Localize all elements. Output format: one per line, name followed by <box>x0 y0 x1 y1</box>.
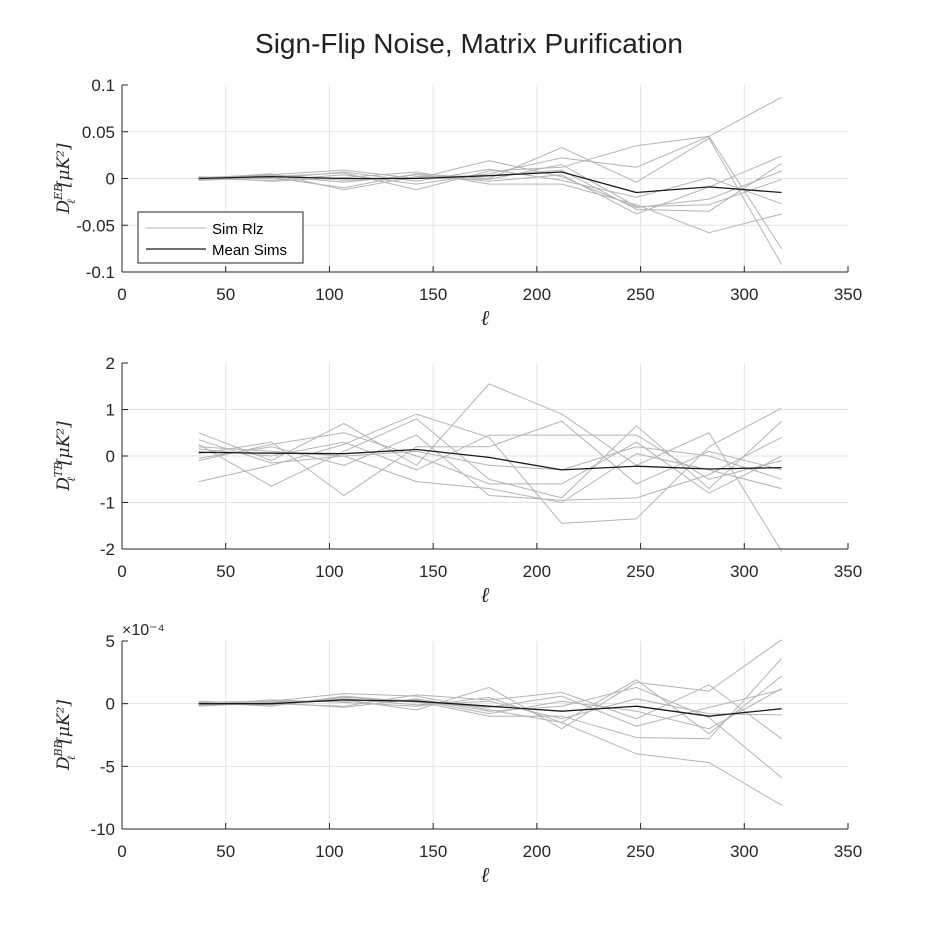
series-group <box>198 639 782 806</box>
series-line-sim-rlz-5 <box>198 432 782 494</box>
y-tick-label: 0.05 <box>82 123 115 142</box>
x-tick-label: 300 <box>730 842 758 861</box>
y-tick-label: 0 <box>106 695 115 714</box>
x-tick-label: 50 <box>216 285 235 304</box>
y-tick-label: 0 <box>106 447 115 466</box>
x-tick-label: 100 <box>315 285 343 304</box>
y-label-base: D <box>54 200 74 215</box>
y-tick-label: -2 <box>100 540 115 559</box>
series-line-sim-rlz-3 <box>198 658 782 740</box>
y-tick-label: -0.1 <box>86 263 115 282</box>
x-tick-label: 200 <box>523 842 551 861</box>
x-axis-label: ℓ <box>481 583 490 607</box>
x-tick-label: 250 <box>626 562 654 581</box>
series-group <box>198 383 783 552</box>
y-tick-label: 1 <box>106 401 115 420</box>
x-axis-label: ℓ <box>481 863 490 887</box>
series-line-sim-rlz-9 <box>198 688 782 730</box>
x-tick-label: 200 <box>523 562 551 581</box>
legend-label-mean-sims: Mean Sims <box>212 242 287 259</box>
x-tick-label: 200 <box>523 285 551 304</box>
series-line-sim-rlz-2 <box>198 407 782 524</box>
y-axis-exponent: ×10⁻⁴ <box>122 622 165 639</box>
x-tick-label: 0 <box>117 842 126 861</box>
legend: Sim Rlz Mean Sims <box>137 211 304 264</box>
series-line-mean-sims <box>198 699 782 717</box>
y-tick-label: -1 <box>100 494 115 513</box>
x-tick-label: 350 <box>834 562 862 581</box>
x-axis-label: ℓ <box>481 306 490 330</box>
x-tick-label: 150 <box>419 562 447 581</box>
y-label-units: [μK²] <box>54 421 74 465</box>
series-line-sim-rlz-5 <box>198 96 782 191</box>
grid-lines <box>122 363 848 549</box>
series-line-sim-rlz-6 <box>198 439 782 504</box>
x-tick-label: 50 <box>216 562 235 581</box>
y-axis-label: DBBℓ [μK²] <box>52 700 78 772</box>
y-label-units: [μK²] <box>54 143 74 187</box>
x-tick-label: 250 <box>626 842 654 861</box>
y-axis-label: DTBℓ [μK²] <box>52 421 78 492</box>
x-tick-label: 100 <box>315 562 343 581</box>
x-tick-label: 150 <box>419 842 447 861</box>
y-label-subscript: ℓ <box>65 755 78 760</box>
series-line-sim-rlz-7 <box>198 686 782 778</box>
y-label-superscript: EB <box>52 184 65 201</box>
y-tick-label: -0.05 <box>76 216 115 235</box>
y-label-base: D <box>54 477 74 492</box>
y-label-base: D <box>54 756 74 771</box>
figure-title: Sign-Flip Noise, Matrix Purification <box>255 28 683 59</box>
panel-eb: 0 50 100 150 200 250 300 350-0.1-0.0500.050.1ℓD… <box>52 76 862 330</box>
series-line-sim-rlz-7 <box>198 434 782 480</box>
legend-box <box>137 211 304 264</box>
y-tick-label: -5 <box>100 757 115 776</box>
series-line-sim-rlz-2 <box>198 137 783 265</box>
x-tick-label: 50 <box>216 842 235 861</box>
x-tick-label: 350 <box>834 842 862 861</box>
y-label-superscript: BB <box>52 740 65 757</box>
y-tick-label: 2 <box>106 354 115 373</box>
series-line-sim-rlz-2 <box>198 639 782 730</box>
series-line-sim-rlz-9 <box>198 446 782 480</box>
series-line-sim-rlz-1 <box>198 693 782 806</box>
x-tick-label: 0 <box>117 562 126 581</box>
x-tick-label: 300 <box>730 285 758 304</box>
series-line-sim-rlz-8 <box>198 434 782 501</box>
y-tick-label: 0.1 <box>91 76 115 95</box>
y-label-superscript: TB <box>52 462 65 477</box>
series-line-sim-rlz-1 <box>198 383 783 552</box>
series-line-sim-rlz-8 <box>198 168 782 205</box>
panel-bb: 0 50 100 150 200 250 300 350-10-505×10⁻⁴ℓDBBℓ[μ… <box>52 622 862 887</box>
legend-label-sim-rlz: Sim Rlz <box>212 221 264 238</box>
x-tick-label: 350 <box>834 285 862 304</box>
x-tick-label: 150 <box>419 285 447 304</box>
y-tick-label: -10 <box>90 820 115 839</box>
y-label-subscript: ℓ <box>65 477 78 482</box>
x-tick-label: 300 <box>730 562 758 581</box>
y-tick-label: 0 <box>106 170 115 189</box>
x-tick-label: 0 <box>117 285 126 304</box>
y-axis-label: DEBℓ [μK²] <box>52 143 78 215</box>
series-line-mean-sims <box>198 448 782 471</box>
y-label-units: [μK²] <box>54 700 74 744</box>
series-line-sim-rlz-6 <box>198 689 782 727</box>
series-line-sim-rlz-6 <box>198 171 782 234</box>
series-line-sim-rlz-3 <box>198 135 783 249</box>
y-label-subscript: ℓ <box>65 199 78 204</box>
y-tick-label: 5 <box>106 632 115 651</box>
chart-panels: 0 50 100 150 200 250 300 350-0.1-0.0500.050.1ℓD… <box>52 76 862 887</box>
x-tick-label: 100 <box>315 842 343 861</box>
series-line-sim-rlz-1 <box>198 160 782 209</box>
x-tick-label: 250 <box>626 285 654 304</box>
series-line-sim-rlz-4 <box>198 420 782 497</box>
series-line-mean-sims <box>198 171 782 194</box>
series-group <box>198 96 783 265</box>
